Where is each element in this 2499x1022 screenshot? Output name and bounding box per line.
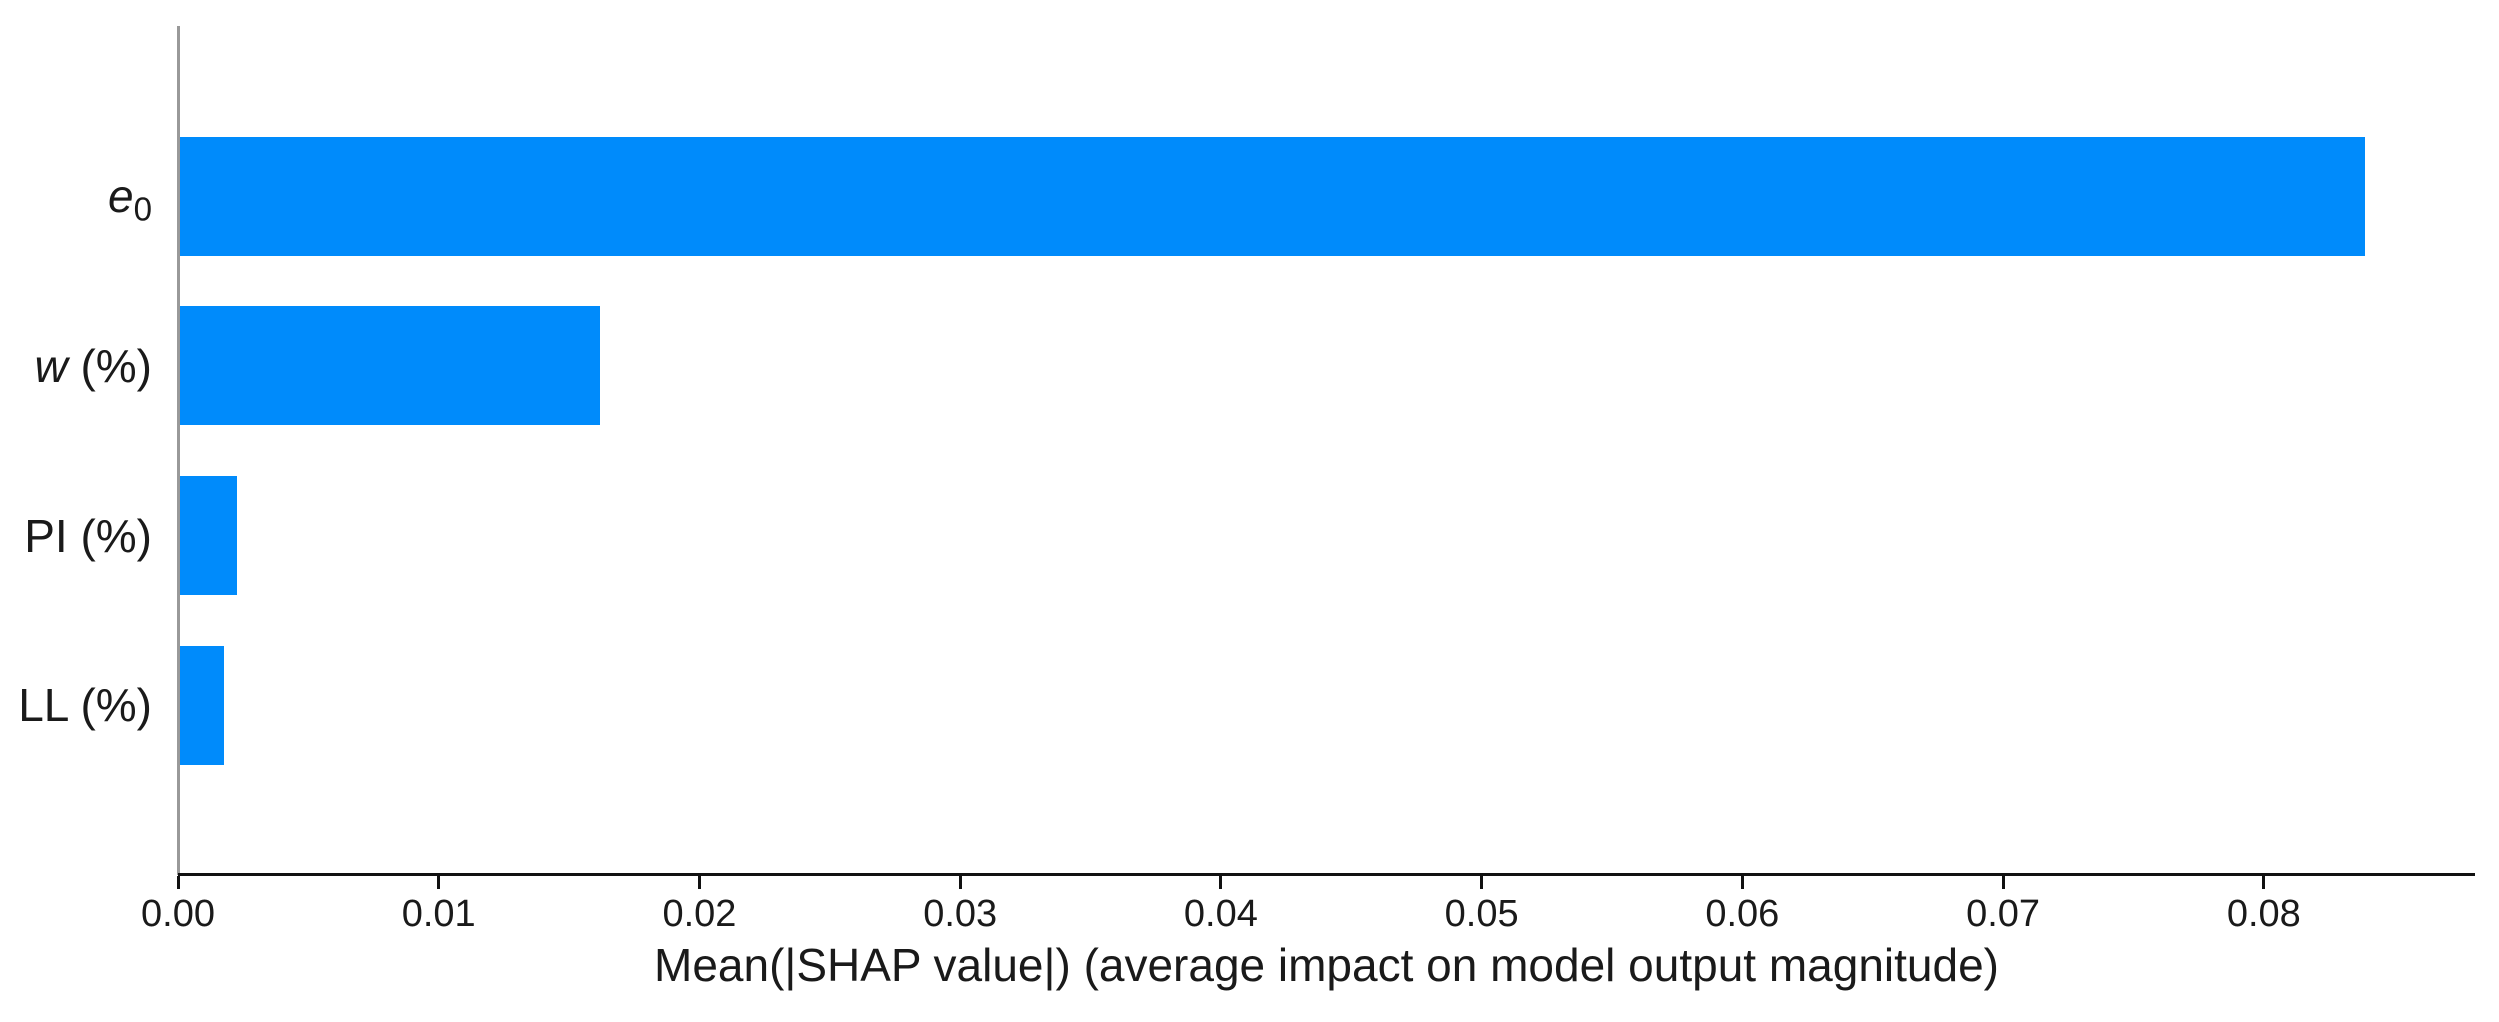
bar-w (%): [180, 306, 600, 426]
x-tick-mark: [2262, 876, 2266, 889]
x-tick-label: 0.00: [141, 893, 215, 935]
y-tick-label-PI (%): PI (%): [24, 509, 152, 563]
y-label-text-part: PI (%): [24, 509, 152, 562]
x-tick-label: 0.02: [662, 893, 737, 935]
y-axis-spine: [177, 26, 180, 875]
x-tick-mark: [697, 876, 701, 889]
bar-PI (%): [180, 476, 238, 596]
x-tick-label: 0.04: [1183, 893, 1258, 935]
x-tick-mark: [2001, 876, 2005, 889]
x-axis-title: Mean(|SHAP value|) (average impact on mo…: [654, 939, 1999, 991]
y-label-subscript-part: 0: [133, 191, 152, 229]
y-tick-label-LL (%): LL (%): [18, 678, 152, 732]
x-tick-label: 0.03: [923, 893, 998, 935]
x-tick-label: 0.07: [1966, 893, 2041, 935]
y-axis-tick-labels: e0 w (%) PI (%) LL (%): [0, 0, 152, 1022]
x-tick-mark: [437, 876, 441, 889]
x-tick-mark: [1740, 876, 1744, 889]
x-tick-label: 0.08: [2226, 893, 2301, 935]
x-tick-mark: [958, 876, 962, 889]
y-tick-label-e0: e0: [107, 169, 152, 226]
x-axis-line: [178, 873, 2475, 876]
x-tick-mark: [1219, 876, 1223, 889]
y-label-text-part: (%): [67, 339, 152, 392]
y-label-italic-part: w: [34, 339, 68, 392]
bar-e0: [180, 136, 2365, 256]
x-tick-mark: [1480, 876, 1484, 889]
x-tick-label: 0.05: [1444, 893, 1519, 935]
x-tick-label: 0.01: [401, 893, 476, 935]
x-tick-label: 0.06: [1705, 893, 1780, 935]
x-tick-mark: [176, 876, 180, 889]
bar-LL (%): [180, 645, 225, 765]
y-label-italic-part: e: [107, 170, 134, 222]
y-tick-label-w (%): w (%): [34, 339, 152, 393]
y-label-text-part: LL (%): [18, 679, 152, 732]
